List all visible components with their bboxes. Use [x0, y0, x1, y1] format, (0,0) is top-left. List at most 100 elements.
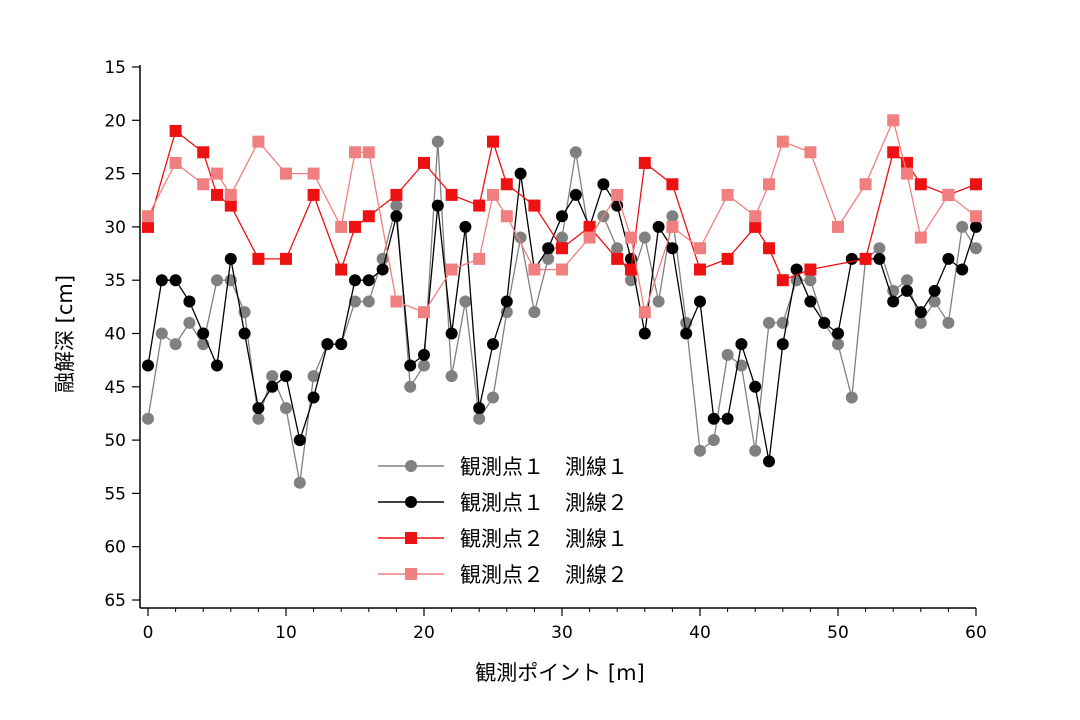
data-point [721, 412, 734, 425]
legend-marker [405, 532, 417, 544]
data-point [252, 402, 265, 415]
data-point [776, 274, 789, 287]
data-point [887, 114, 900, 127]
data-point [473, 412, 486, 425]
data-point [459, 295, 472, 308]
data-point [266, 380, 279, 393]
data-point [638, 156, 651, 169]
data-point [197, 146, 210, 159]
data-point [666, 242, 679, 255]
y-tick-label: 20 [104, 111, 126, 131]
data-point [694, 242, 706, 255]
data-point [307, 188, 320, 201]
data-point [418, 348, 430, 361]
data-point [349, 220, 361, 233]
data-point [569, 188, 582, 201]
data-point [321, 338, 334, 351]
data-point [280, 167, 292, 180]
data-point [404, 380, 417, 393]
data-point [335, 220, 348, 233]
data-point [887, 146, 900, 159]
data-point [556, 263, 568, 276]
y-axis-title: 融解深 [cm] [53, 275, 77, 393]
data-point [335, 338, 348, 351]
data-point [956, 263, 969, 276]
data-point [818, 316, 831, 329]
data-point [404, 359, 417, 372]
data-point [694, 444, 706, 457]
data-point [832, 220, 844, 233]
y-tick-label: 15 [104, 58, 126, 78]
y-tick-label: 35 [104, 271, 126, 291]
series-line [147, 141, 977, 483]
data-point [500, 210, 513, 223]
data-point [804, 263, 817, 276]
data-point [252, 412, 265, 425]
data-point [790, 263, 803, 276]
legend-item: 観測点１ 測線１ [378, 455, 628, 479]
data-point [169, 274, 182, 287]
data-point [390, 295, 403, 308]
data-point [418, 156, 430, 169]
data-point [418, 306, 430, 319]
data-point [776, 338, 789, 351]
data-point [776, 135, 789, 148]
data-point [763, 316, 775, 329]
data-point [873, 242, 886, 255]
data-point [970, 210, 982, 223]
legend-label: 観測点１ 測線２ [460, 491, 628, 515]
data-point [942, 252, 955, 265]
data-point [155, 327, 168, 340]
x-tick-label: 60 [965, 623, 987, 643]
data-point [901, 274, 913, 287]
y-tick-label: 45 [104, 378, 126, 398]
data-point [307, 370, 320, 383]
data-point [445, 370, 458, 383]
data-point [169, 124, 182, 137]
data-point [280, 252, 292, 265]
data-point [694, 295, 706, 308]
data-point [390, 199, 403, 212]
data-point [638, 306, 651, 319]
data-point [252, 135, 265, 148]
y-tick-label: 50 [104, 431, 126, 451]
data-point [763, 455, 775, 468]
data-point [280, 370, 292, 383]
data-point [970, 178, 982, 191]
data-point [804, 295, 817, 308]
data-point [749, 220, 762, 233]
data-point [349, 274, 361, 287]
data-point [280, 402, 292, 415]
data-point [362, 274, 375, 287]
data-point [197, 327, 210, 340]
data-point [652, 220, 665, 233]
data-point [625, 231, 637, 244]
data-point [487, 391, 499, 404]
data-point [956, 220, 969, 233]
data-point [473, 252, 486, 265]
series-3 [142, 124, 982, 287]
data-point [721, 188, 734, 201]
data-point [707, 412, 720, 425]
data-point [514, 231, 527, 244]
data-point [749, 380, 762, 393]
data-point [542, 252, 555, 265]
x-tick-label: 20 [413, 623, 435, 643]
data-point [666, 178, 679, 191]
y-tick-label: 40 [104, 325, 126, 345]
legend-marker [405, 460, 417, 472]
data-point [211, 188, 223, 201]
data-point [487, 338, 499, 351]
data-point [362, 210, 375, 223]
data-point [211, 274, 223, 287]
data-point [252, 252, 265, 265]
data-point [625, 263, 637, 276]
data-point [859, 252, 872, 265]
data-point [859, 178, 872, 191]
data-point [169, 338, 182, 351]
data-point [224, 199, 237, 212]
legend-label: 観測点２ 測線２ [460, 563, 628, 587]
data-point [638, 327, 651, 340]
